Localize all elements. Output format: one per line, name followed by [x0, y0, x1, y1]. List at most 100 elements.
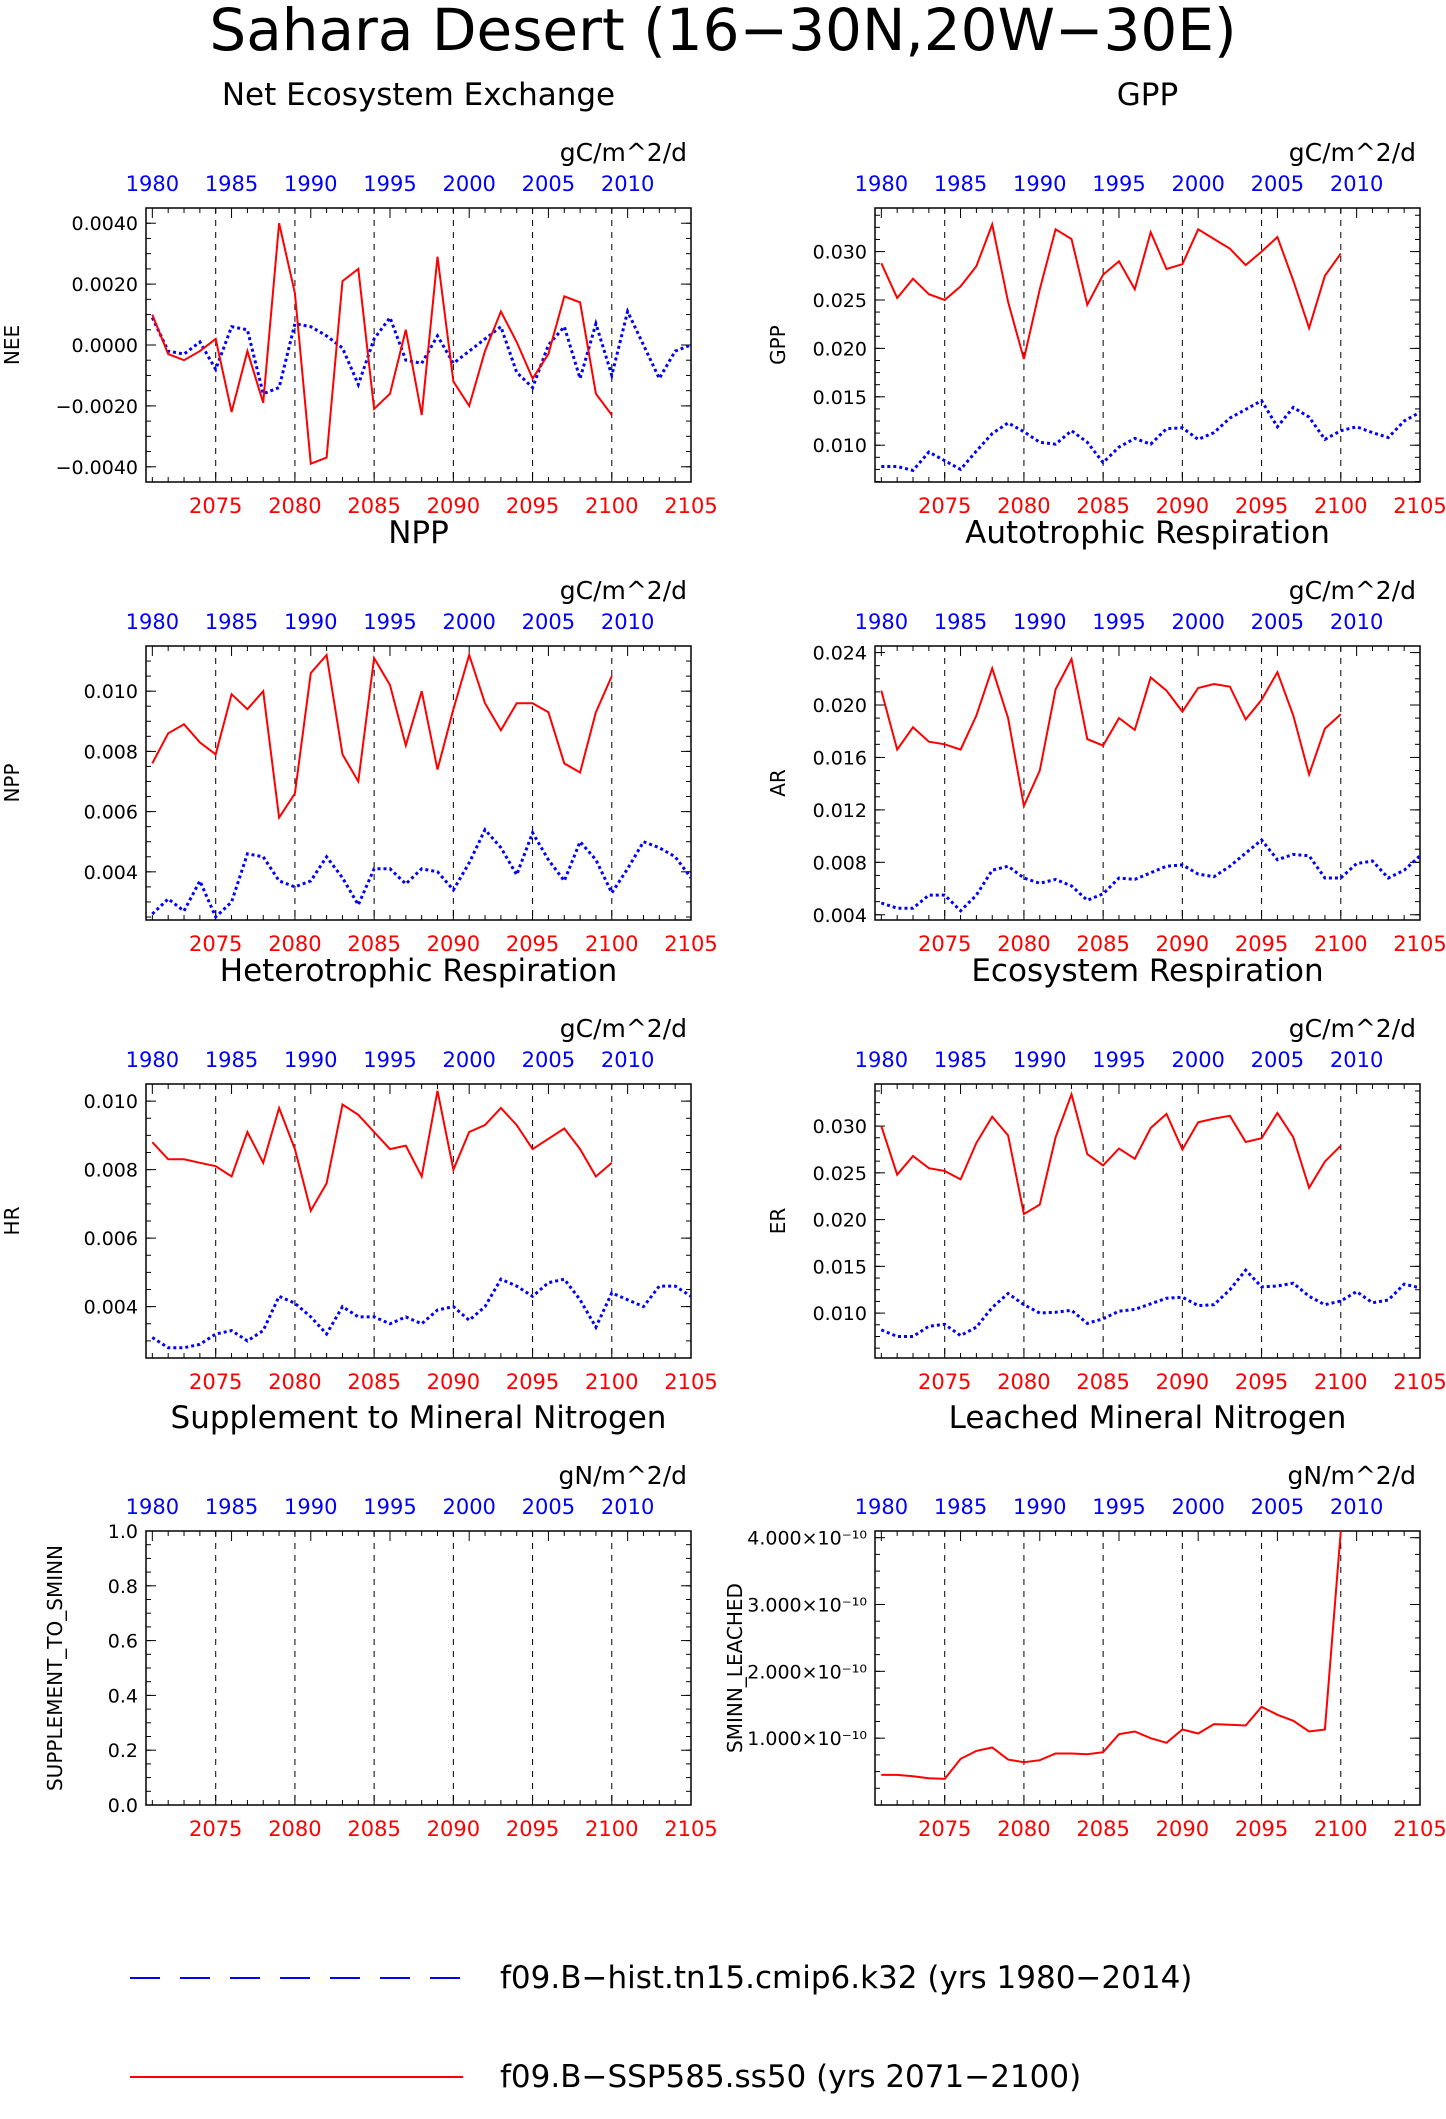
units-label: gC/m^2/d: [560, 1014, 687, 1043]
y-tick-label: 0.004: [813, 905, 867, 927]
top-tick-label: 1995: [363, 1495, 416, 1519]
y-tick-label: 0.025: [813, 1163, 867, 1185]
y-tick-label: 0.004: [84, 1297, 138, 1319]
units-label: gN/m^2/d: [559, 1461, 688, 1490]
panel-ar: Autotrophic Respiration gC/m^2/d 2075 2080 2…: [766, 515, 1446, 956]
units-label: gC/m^2/d: [560, 138, 687, 167]
top-tick-label: 2005: [1251, 1495, 1304, 1519]
top-tick-label: 1995: [1092, 1495, 1145, 1519]
y-tick-label: 0.006: [84, 802, 138, 824]
top-tick-label: 1985: [205, 610, 258, 634]
top-tick-label: 2005: [522, 610, 575, 634]
bottom-tick-label: 2085: [347, 494, 400, 518]
top-tick-label: 1980: [126, 172, 179, 196]
top-tick-label: 1990: [284, 1048, 337, 1072]
top-tick-label: 1995: [1092, 172, 1145, 196]
legend-label: f09.B−hist.tn15.cmip6.k32 (yrs 1980−2014…: [500, 1960, 1192, 1996]
figure-title: Sahara Desert (16−30N,20W−30E): [209, 0, 1236, 64]
plot-area: [150, 222, 691, 466]
plot-frame: [145, 207, 692, 483]
top-tick-label: 1990: [1013, 172, 1066, 196]
bottom-tick-label: 2080: [268, 494, 321, 518]
y-tick-label: 0.010: [84, 681, 138, 703]
y-tick-label: 0.8: [108, 1576, 138, 1598]
bottom-tick-label: 2090: [427, 494, 480, 518]
bottom-tick-label: 2095: [506, 494, 559, 518]
top-tick-label: 1990: [284, 172, 337, 196]
series-line-ssp: [881, 1531, 1342, 1780]
y-tick-label: 0.2: [108, 1740, 138, 1762]
top-tick-label: 1985: [934, 610, 987, 634]
bottom-tick-label: 2100: [585, 1370, 638, 1394]
units-label: gC/m^2/d: [1289, 1014, 1416, 1043]
y-axis-label: HR: [0, 1206, 24, 1235]
y-tick-label: 0.0: [108, 1795, 138, 1817]
plot-area: [151, 651, 691, 920]
top-tick-label: 2010: [601, 172, 654, 196]
y-axis-label: ER: [766, 1208, 790, 1235]
top-tick-label: 2000: [442, 1048, 495, 1072]
y-tick-label: 4.000×10⁻¹⁰: [747, 1528, 867, 1550]
top-tick-label: 2005: [522, 1495, 575, 1519]
bottom-tick-label: 2085: [347, 1370, 400, 1394]
top-tick-label: 1985: [205, 172, 258, 196]
top-tick-label: 1995: [1092, 610, 1145, 634]
panel-title: NPP: [388, 515, 449, 551]
legend-label: f09.B−SSP585.ss50 (yrs 2071−2100): [500, 2059, 1081, 2095]
bottom-tick-label: 2095: [1235, 1370, 1288, 1394]
series-line-hist: [150, 307, 691, 396]
bottom-tick-label: 2090: [1156, 494, 1209, 518]
bottom-tick-label: 2100: [1314, 494, 1367, 518]
plot-area: [880, 1090, 1420, 1338]
top-tick-label: 1995: [363, 172, 416, 196]
bottom-tick-label: 2075: [189, 494, 242, 518]
y-axis-label: GPP: [766, 325, 790, 365]
plot-area: [881, 1531, 1342, 1780]
bottom-tick-label: 2080: [997, 1817, 1050, 1841]
top-tick-label: 2010: [1330, 1048, 1383, 1072]
top-tick-label: 2010: [1330, 610, 1383, 634]
bottom-tick-label: 2095: [1235, 494, 1288, 518]
top-tick-label: 2010: [1330, 1495, 1383, 1519]
top-tick-label: 2005: [1251, 1048, 1304, 1072]
bottom-tick-label: 2105: [664, 932, 717, 956]
series-line-ssp: [151, 222, 613, 466]
bottom-tick-label: 2080: [268, 1370, 321, 1394]
units-label: gC/m^2/d: [1289, 138, 1416, 167]
top-tick-label: 1990: [1013, 610, 1066, 634]
bottom-tick-label: 2075: [918, 1817, 971, 1841]
bottom-tick-label: 2105: [664, 1370, 717, 1394]
panel-hr: Heterotrophic Respiration gC/m^2/d 2075 208…: [0, 953, 718, 1394]
panel-er: Ecosystem Respiration gC/m^2/d 2075 2080 208…: [766, 953, 1446, 1394]
y-tick-label: 0.025: [813, 290, 867, 312]
top-tick-label: 1990: [1013, 1048, 1066, 1072]
bottom-tick-label: 2095: [1235, 1817, 1288, 1841]
bottom-tick-label: 2075: [918, 1370, 971, 1394]
top-tick-label: 1985: [934, 1048, 987, 1072]
bottom-tick-label: 2080: [997, 494, 1050, 518]
legend: f09.B−hist.tn15.cmip6.k32 (yrs 1980−2014…: [130, 1960, 1192, 2095]
top-tick-label: 2005: [1251, 172, 1304, 196]
y-tick-label: 0.010: [813, 435, 867, 457]
top-tick-label: 1980: [855, 1048, 908, 1072]
bottom-tick-label: 2075: [918, 494, 971, 518]
plot-frame: [874, 645, 1421, 921]
y-tick-label: 0.008: [84, 1160, 138, 1182]
bottom-tick-label: 2105: [1393, 1817, 1446, 1841]
series-line-ssp: [880, 1090, 1342, 1216]
y-tick-label: 0.024: [813, 643, 867, 665]
bottom-tick-label: 2090: [1156, 1370, 1209, 1394]
y-tick-label: 3.000×10⁻¹⁰: [747, 1595, 867, 1617]
y-axis-label: SUPPLEMENT_TO_SMINN: [43, 1545, 67, 1791]
top-tick-label: 2000: [1171, 1495, 1224, 1519]
top-tick-label: 2005: [522, 172, 575, 196]
panel-title: Ecosystem Respiration: [971, 953, 1323, 989]
panel-nee: Net Ecosystem Exchange gC/m^2/d 2075 2080 20…: [0, 77, 718, 518]
plot-frame: [145, 645, 692, 921]
panel-sminn-leached: Leached Mineral Nitrogen gN/m^2/d 2075 2080…: [723, 1400, 1446, 1841]
y-tick-label: 0.020: [813, 695, 867, 717]
top-tick-label: 2010: [601, 1048, 654, 1072]
y-tick-label: −0.0020: [56, 396, 138, 418]
y-tick-label: 1.000×10⁻¹⁰: [747, 1728, 867, 1750]
